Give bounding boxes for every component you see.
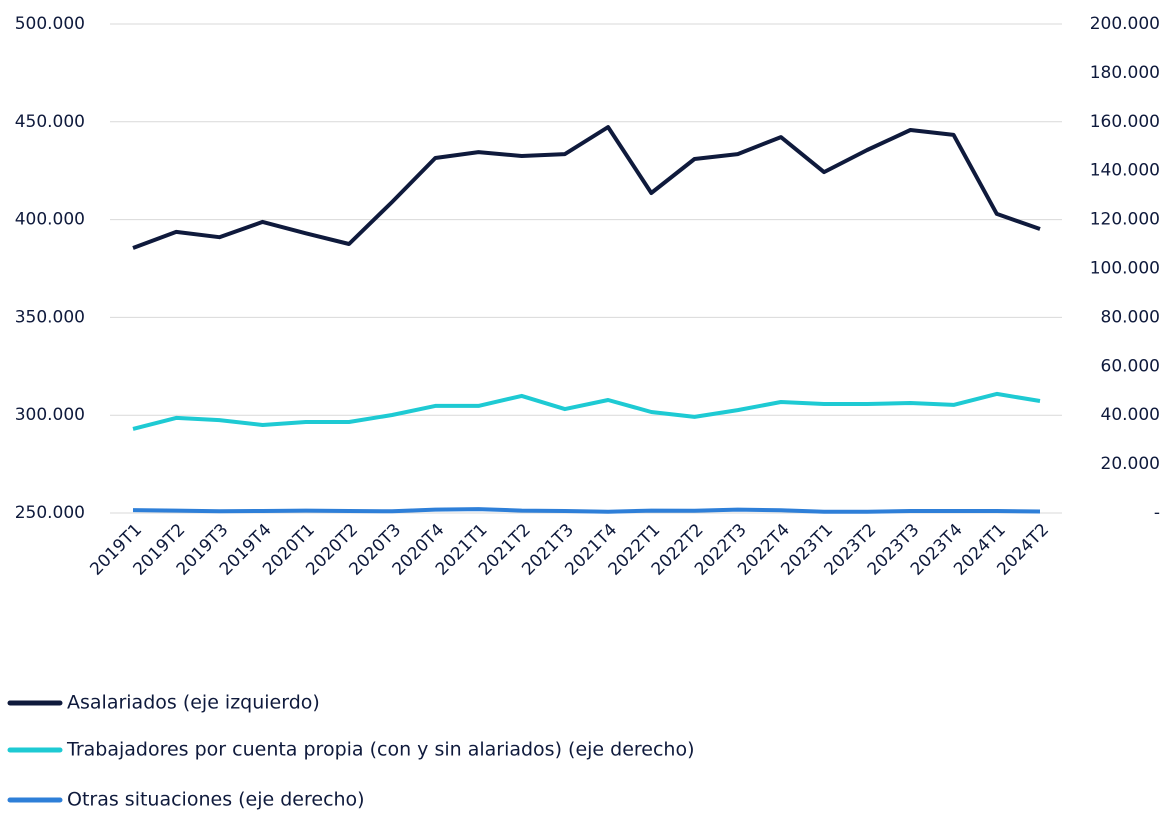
series-line [132,507,1041,514]
y2-tick-label: 80.000 [1101,307,1160,327]
y2-tick-label: 120.000 [1090,210,1160,230]
y2-tick-label: 140.000 [1090,161,1160,181]
y2-tick-label: 60.000 [1101,356,1160,376]
legend-label: Otras situaciones (eje derecho) [67,789,365,811]
y-tick-label: 350.000 [15,307,85,327]
y2-tick-label: 40.000 [1101,405,1160,425]
y2-tick-label: 200.000 [1090,14,1160,34]
y2-tick-label: 100.000 [1090,259,1160,279]
y-tick-label: 500.000 [15,14,85,34]
y2-tick-label: 180.000 [1090,63,1160,83]
y-tick-label: 400.000 [15,210,85,230]
y2-tick-label: - [1154,503,1160,523]
series-line [132,391,1041,431]
y2-tick-label: 20.000 [1101,454,1160,474]
legend-label: Trabajadores por cuenta propia (con y si… [66,739,695,761]
y-tick-label: 300.000 [15,405,85,425]
y2-tick-label: 160.000 [1090,112,1160,132]
legend-label: Asalariados (eje izquierdo) [67,692,320,714]
y-tick-label: 250.000 [15,503,85,523]
y-tick-label: 450.000 [15,112,85,132]
series-line [132,125,1041,250]
